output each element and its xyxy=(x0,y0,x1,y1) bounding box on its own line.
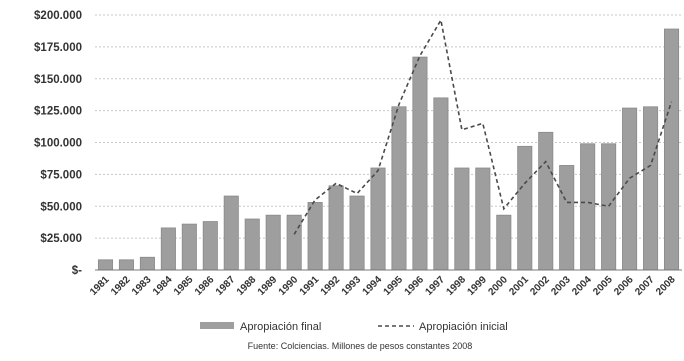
bar xyxy=(391,106,407,271)
x-tick-label: 2003 xyxy=(549,274,573,298)
bar xyxy=(307,202,323,271)
x-tick-label: 1987 xyxy=(214,274,238,298)
x-tick-label: 1993 xyxy=(340,274,364,298)
x-tick-label: 1986 xyxy=(193,274,217,298)
x-tick-label: 1988 xyxy=(235,274,259,298)
bar xyxy=(244,218,260,271)
x-tick-label: 1995 xyxy=(382,274,406,298)
y-tick-label: $100.000 xyxy=(34,138,82,150)
x-tick-label: 2005 xyxy=(591,274,615,298)
bar xyxy=(475,167,491,271)
bar xyxy=(643,106,659,271)
bar xyxy=(97,259,114,271)
bar xyxy=(118,259,134,271)
x-tick-labels: 1981198219831984198519861987198819891990… xyxy=(88,274,678,298)
y-tick-label: $75.000 xyxy=(40,169,82,181)
x-tick-label: 1991 xyxy=(298,274,322,298)
x-tick-label: 2001 xyxy=(507,274,531,298)
bar xyxy=(496,214,512,271)
x-tick-label: 1983 xyxy=(130,274,154,298)
bar xyxy=(139,256,155,271)
x-tick-label: 1997 xyxy=(424,274,448,298)
bar xyxy=(265,214,281,271)
x-tick-label: 1990 xyxy=(277,274,301,298)
bar xyxy=(202,221,218,271)
bar xyxy=(622,107,638,271)
bars xyxy=(97,28,680,271)
bar xyxy=(433,97,449,271)
x-tick-label: 1982 xyxy=(109,274,133,298)
grid xyxy=(95,14,682,239)
x-tick-label: 1985 xyxy=(172,274,196,298)
bar xyxy=(223,195,239,271)
bar xyxy=(517,145,533,271)
bar xyxy=(370,167,386,271)
bar xyxy=(349,195,365,271)
bar xyxy=(181,223,197,271)
x-tick-label: 2000 xyxy=(486,274,510,298)
x-tick-label: 1989 xyxy=(256,274,280,298)
legend-swatch-bar xyxy=(200,322,234,329)
bar xyxy=(412,56,428,271)
y-tick-label: $125.000 xyxy=(34,106,82,118)
bar xyxy=(286,214,302,271)
x-tick-label: 1992 xyxy=(319,274,343,298)
bar xyxy=(663,28,680,271)
x-tick-label: 2006 xyxy=(612,274,636,298)
y-tick-label: $175.000 xyxy=(34,42,82,54)
source-note: Fuente: Colciencias. Millones de pesos c… xyxy=(248,341,473,351)
y-tick-label: $25.000 xyxy=(40,233,82,245)
bar xyxy=(454,167,470,271)
y-tick-label: $50.000 xyxy=(40,201,82,213)
x-tick-label: 1984 xyxy=(151,274,175,298)
x-tick-label: 2007 xyxy=(633,274,657,298)
bar xyxy=(559,165,575,271)
x-tick-label: 1998 xyxy=(444,274,468,298)
bar xyxy=(160,227,176,271)
x-tick-label: 1996 xyxy=(403,274,427,298)
legend: Apropiación final Apropiación inicial xyxy=(200,321,508,333)
x-tick-label: 1981 xyxy=(88,274,112,298)
y-tick-label: $200.000 xyxy=(34,10,82,22)
legend-label-bar: Apropiación final xyxy=(240,321,321,333)
x-tick-label: 1994 xyxy=(361,274,385,298)
y-tick-label: $150.000 xyxy=(34,74,82,86)
bar xyxy=(538,131,554,271)
y-tick-label: $- xyxy=(72,265,82,277)
x-tick-label: 2004 xyxy=(570,274,594,298)
bar xyxy=(601,143,617,271)
legend-label-line: Apropiación inicial xyxy=(419,321,508,333)
x-tick-label: 2008 xyxy=(654,274,678,298)
bar xyxy=(580,143,596,271)
x-tick-label: 1999 xyxy=(465,274,489,298)
x-tick-label: 2002 xyxy=(528,274,552,298)
y-tick-labels: $- $25.000 $50.000 $75.000 $100.000 $125.000 $… xyxy=(34,10,82,277)
bar xyxy=(328,185,344,271)
